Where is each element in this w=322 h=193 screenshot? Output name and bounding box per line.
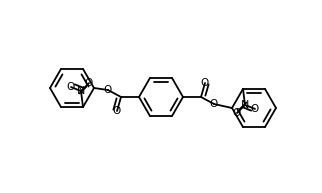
Text: O: O bbox=[251, 104, 259, 114]
Text: N: N bbox=[241, 100, 249, 110]
Text: N: N bbox=[77, 86, 85, 96]
Text: O: O bbox=[104, 85, 112, 95]
Text: O: O bbox=[67, 82, 75, 92]
Text: O: O bbox=[210, 99, 218, 109]
Text: O: O bbox=[113, 106, 121, 116]
Text: O: O bbox=[233, 108, 241, 118]
Text: O: O bbox=[201, 78, 209, 88]
Text: O: O bbox=[85, 78, 93, 88]
